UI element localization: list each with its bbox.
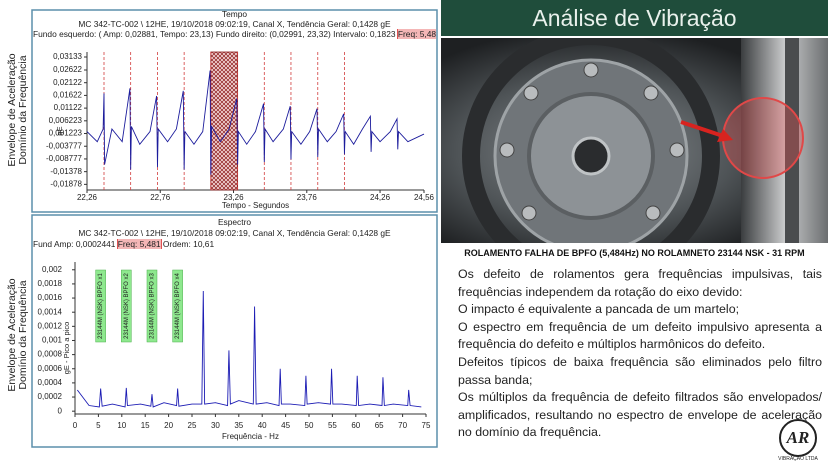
y-tick-label: 0,0002 (38, 392, 63, 401)
side-label: Envelope de Aceleração (6, 53, 18, 166)
x-tick-label: 15 (141, 421, 150, 430)
y-tick-label: 0,01622 (53, 91, 82, 100)
x-tick-label: 70 (398, 421, 407, 430)
x-tick-label: 23,26 (224, 193, 245, 202)
x-tick-label: 0 (73, 421, 78, 430)
info: Ordem: 10,61 (160, 239, 215, 249)
y-tick-label: 0,001 (42, 336, 63, 345)
side-label: Domínio da Frequência (17, 55, 29, 164)
cursor-band (210, 51, 239, 191)
x-tick-label: 10 (117, 421, 126, 430)
chart-info: Fundo esquerdo: ( Amp: 0,02881, Tempo: 2… (33, 29, 436, 39)
photo-caption: ROLAMENTO FALHA DE BPFO (5,484Hz) NO ROL… (464, 248, 805, 258)
x-axis-label: Tempo - Segundos (222, 201, 289, 210)
signal-line (86, 70, 425, 175)
x-tick-label: 20 (164, 421, 173, 430)
y-tick-label: 0,02622 (53, 65, 82, 74)
x-tick-label: 35 (234, 421, 243, 430)
y-tick-label: 0,01122 (54, 103, 83, 112)
marker-label: 23144M (NSK) BPFO x3 (150, 272, 156, 338)
x-tick-label: 45 (281, 421, 290, 430)
chart-subtitle: MC 342-TC-002 \ 12HE, 19/10/2018 09:02:1… (78, 19, 391, 29)
x-tick-label: 60 (351, 421, 360, 430)
marker-label: 23144M (NSK) BPFO x1 (98, 272, 104, 338)
y-tick-label: -0,003777 (46, 141, 83, 150)
y-tick-label: 0,0012 (38, 321, 63, 330)
marker-label: 23144M (NSK) BPFO x4 (175, 272, 181, 338)
x-tick-label: 22,76 (150, 193, 171, 202)
photo (441, 38, 828, 243)
panel (31, 214, 438, 448)
y-tick-label: 0,0016 (38, 293, 63, 302)
y-tick-label: -0,01378 (50, 167, 82, 176)
charts: Envelope de Aceleração Domínio da Frequên… (6, 9, 438, 448)
chart-info: Fund Amp: 0,0002441 Freq: 5,481 Ordem: 1… (33, 239, 436, 249)
y-tick-label: 0,006223 (49, 116, 83, 125)
chart-subtitle: MC 342-TC-002 \ 12HE, 19/10/2018 09:02:1… (78, 228, 391, 238)
x-axis-label: Frequência - Hz (222, 432, 279, 441)
body-text: Os defeito de rolamentos gera frequência… (458, 266, 822, 442)
x-tick-label: 40 (258, 421, 267, 430)
y-tick-label: 0 (58, 406, 63, 415)
y-tick-label: 0,0014 (38, 307, 63, 316)
y-tick-label: 0,0018 (38, 279, 63, 288)
info-highlight: Freq: 5,485 (396, 29, 436, 39)
y-tick-label: -0,008777 (46, 154, 83, 163)
logo-text: AR (786, 428, 810, 447)
info: Fundo esquerdo: ( Amp: 0,02881, Tempo: 2… (33, 29, 398, 39)
y-tick-label: 0,0006 (38, 364, 63, 373)
x-tick-label: 25 (188, 421, 197, 430)
marker-box (172, 269, 183, 343)
y-tick-label: 0,0008 (38, 350, 63, 359)
x-tick-label: 24,56 (414, 193, 435, 202)
x-tick-label: 24,26 (370, 193, 391, 202)
marker-label: 23144M (NSK) BPFO x2 (124, 272, 130, 338)
x-tick-label: 75 (422, 421, 431, 430)
slide-title: Análise de Vibração (441, 0, 828, 36)
y-tick-label: 0,03133 (53, 52, 82, 61)
marker-box (95, 269, 106, 343)
logo: AR VIBRAÇÃO LTDA (778, 419, 818, 462)
signal-line (76, 290, 422, 408)
y-axis-label: gE - Pico a pico (62, 322, 71, 375)
x-tick-label: 5 (96, 421, 101, 430)
paragraph: O espectro em frequência de um defeito i… (458, 319, 822, 352)
marker-box (146, 269, 158, 343)
y-tick-label: 0,0004 (38, 378, 63, 387)
y-axis-label: gE (55, 126, 64, 135)
paragraph: Os defeito de rolamentos gera frequência… (458, 267, 822, 299)
side-label: Domínio da Frequência (17, 280, 29, 389)
side-label: Envelope de Aceleração (6, 278, 18, 391)
chart-title: Tempo (221, 9, 248, 19)
chart-title: Espectro (217, 217, 252, 227)
x-tick-label: 30 (211, 421, 220, 430)
y-tick-label: 0,001223 (49, 129, 83, 138)
x-tick-label: 65 (375, 421, 384, 430)
y-tick-label: -0,01878 (50, 179, 82, 188)
marker-box (121, 269, 132, 343)
x-tick-label: 22,26 (77, 193, 98, 202)
info: Fund Amp: 0,0002441 (33, 239, 118, 249)
paragraph: Defeitos típicos de baixa frequência são… (458, 354, 822, 387)
x-tick-label: 50 (305, 421, 314, 430)
info-highlight: Freq: 5,481 (116, 239, 162, 249)
paragraph: O impacto é equivalente a pancada de um … (458, 302, 740, 317)
x-tick-label: 23,76 (297, 193, 318, 202)
y-tick-label: 0,02122 (53, 78, 82, 87)
logo-tagline: VIBRAÇÃO LTDA (778, 455, 818, 462)
x-tick-label: 55 (328, 421, 337, 430)
paragraph: Os múltiplos da frequência de defeito fi… (458, 390, 822, 440)
y-tick-label: 0,002 (42, 265, 63, 274)
